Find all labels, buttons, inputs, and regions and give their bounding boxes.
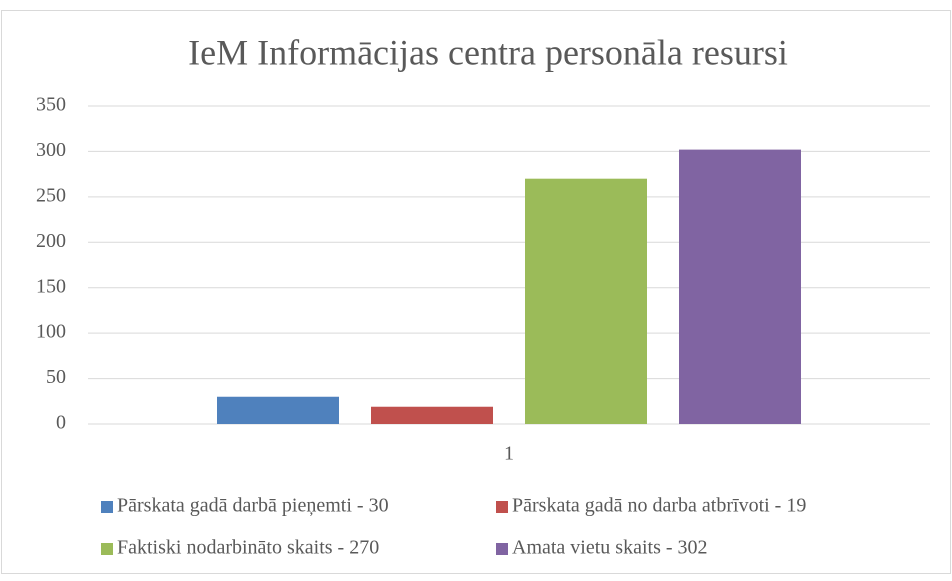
y-tick-label: 350: [36, 94, 66, 116]
legend-swatch: [101, 543, 113, 555]
legend-label: Amata vietu skaits - 302: [512, 537, 708, 559]
legend-swatch: [496, 543, 508, 555]
y-tick-label: 250: [36, 184, 66, 206]
bar: [525, 178, 647, 424]
legend-label: Pārskata gadā darbā pieņemti - 30: [117, 495, 389, 517]
legend-swatch: [101, 501, 113, 513]
y-tick-label: 200: [36, 230, 66, 252]
legend-swatch: [496, 501, 508, 513]
bar: [371, 406, 493, 424]
chart-title: IeM Informācijas centra personāla resurs…: [188, 32, 788, 72]
bar: [679, 149, 801, 424]
legend-label: Faktiski nodarbināto skaits - 270: [117, 537, 379, 559]
legend-label: Pārskata gadā no darba atbrīvoti - 19: [512, 495, 806, 517]
chart-border: [1, 10, 951, 574]
x-tick-label: 1: [504, 443, 514, 465]
bar: [217, 396, 339, 424]
y-tick-label: 150: [36, 275, 66, 297]
y-tick-label: 0: [56, 412, 66, 434]
y-tick-label: 300: [36, 139, 66, 161]
y-tick-label: 50: [46, 366, 66, 388]
y-tick-label: 100: [36, 321, 66, 343]
